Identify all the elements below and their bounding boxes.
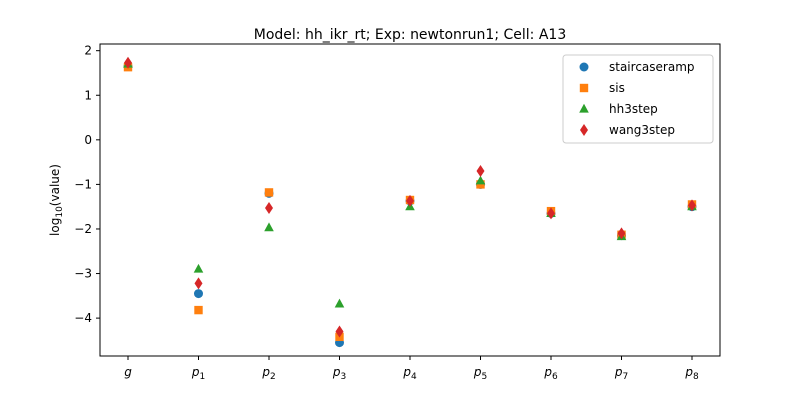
x-tick-label: p7 — [614, 365, 628, 382]
data-point-wang3step — [476, 165, 485, 178]
legend-marker-hh3step — [579, 103, 589, 113]
y-tick-label: −1 — [74, 177, 92, 191]
x-tick-label: g — [124, 365, 132, 379]
data-point-wang3step — [335, 325, 344, 338]
legend-label-staircaseramp: staircaseramp — [609, 60, 695, 74]
data-point-staircaseramp — [194, 289, 203, 299]
y-tick-label: 1 — [84, 88, 92, 102]
y-tick-label: −4 — [74, 311, 92, 325]
y-tick-label: −3 — [74, 267, 92, 281]
data-point-wang3step — [265, 202, 273, 215]
legend-box — [562, 54, 714, 144]
data-points — [123, 56, 697, 348]
data-point-sis — [194, 305, 203, 315]
data-point-wang3step — [547, 207, 555, 220]
data-point-wang3step — [617, 227, 626, 240]
y-axis-label-rest: (value) — [48, 164, 62, 206]
x-tick-label: p8 — [684, 365, 699, 382]
chart-title: Model: hh_ikr_rt; Exp: newtonrun1; Cell:… — [254, 27, 566, 43]
x-axis: g p1 p2 p3 p4 p5 p6 p7 p8 — [124, 356, 699, 382]
data-point-hh3step — [264, 222, 274, 232]
data-point-hh3step — [475, 175, 486, 185]
data-point-wang3step — [688, 199, 696, 212]
x-tick-label: p4 — [402, 365, 417, 382]
y-axis: 2 1 0 −1 −2 −3 −4 — [74, 44, 100, 325]
y-tick-label: −2 — [74, 222, 92, 236]
legend: staircaseramp sis hh3step wang3step — [562, 54, 714, 144]
legend-marker-sis — [579, 83, 589, 93]
legend-marker-wang3step — [580, 124, 588, 136]
y-tick-label: 2 — [84, 44, 92, 58]
data-point-hh3step — [334, 298, 345, 308]
legend-label-sis: sis — [609, 81, 625, 95]
data-point-hh3step — [193, 263, 204, 273]
y-axis-label-subscript: 10 — [55, 206, 65, 218]
x-tick-label: p1 — [191, 365, 205, 382]
x-tick-label: p5 — [473, 365, 487, 382]
data-point-wang3step — [124, 56, 132, 69]
legend-label-wang3step: wang3step — [609, 123, 675, 137]
data-point-sis — [264, 188, 274, 197]
legend-marker-staircaseramp — [579, 62, 589, 72]
y-axis-label: log10(value) — [48, 164, 65, 236]
legend-label-hh3step: hh3step — [609, 102, 658, 116]
data-point-wang3step — [406, 194, 414, 207]
x-tick-label: p2 — [261, 365, 275, 382]
x-tick-label: p3 — [332, 365, 346, 382]
data-point-wang3step — [194, 277, 203, 290]
y-axis-label-text: log — [48, 218, 62, 236]
x-tick-label: p6 — [543, 365, 558, 382]
y-tick-label: 0 — [84, 133, 92, 147]
